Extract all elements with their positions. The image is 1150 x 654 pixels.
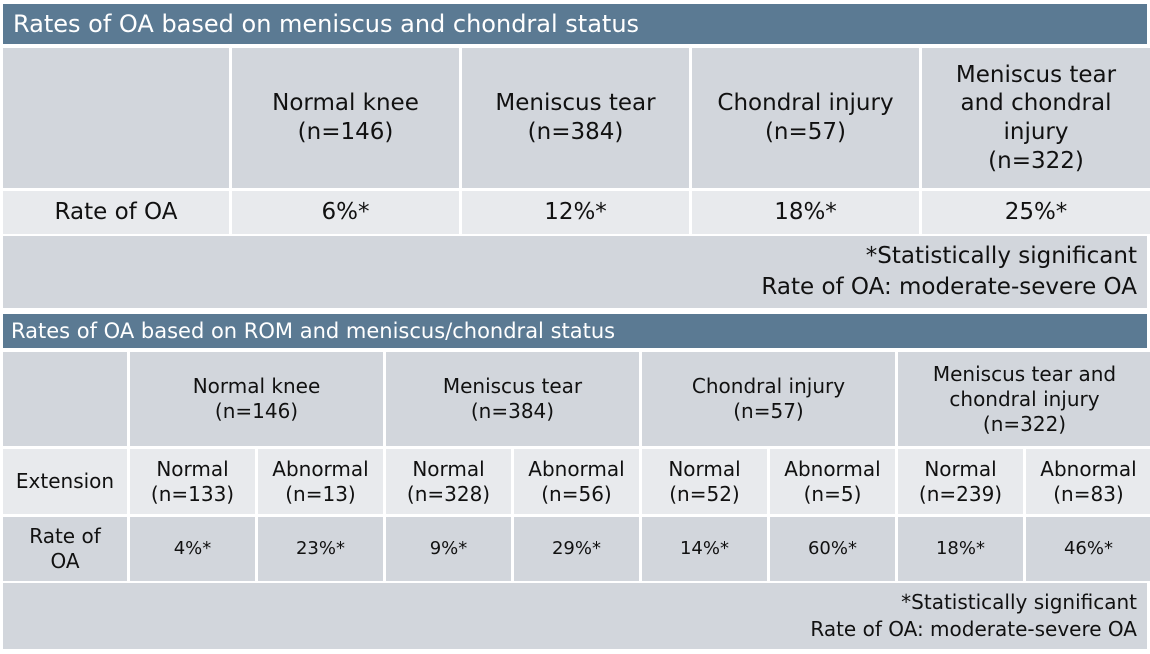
group-label: Chondral injury (691, 374, 846, 398)
sub-n: (n=56) (541, 481, 612, 506)
sub-n: (n=52) (669, 481, 740, 506)
table2-group-meniscus-tear: Meniscus tear (n=384) (386, 352, 639, 446)
sub-label: Normal (156, 456, 229, 481)
group-label: Normal knee (192, 374, 321, 398)
table1-header-normal-knee: Normal knee (n=146) (232, 48, 459, 188)
table2-value: 29%* (514, 517, 639, 581)
footnote-significance: *Statistically significant (901, 590, 1137, 614)
sub-n: (n=5) (803, 481, 862, 506)
group-n: (n=384) (470, 399, 555, 423)
table2-title: Rates of OA based on ROM and meniscus/ch… (3, 314, 1147, 350)
sub-label: Normal (924, 456, 997, 481)
group-label: Meniscus tear (442, 374, 583, 398)
group-n: (n=322) (982, 411, 1067, 436)
group-label: Meniscus tear and chondral injury (932, 361, 1117, 411)
table2-rate-label: Rate of OA (3, 517, 127, 581)
sub-label: Abnormal (272, 456, 369, 481)
table1-footnotes: *Statistically significant Rate of OA: m… (3, 236, 1147, 308)
footnote-definition: Rate of OA: moderate-severe OA (810, 617, 1137, 641)
table2-sub-normal: Normal (n=52) (642, 449, 767, 514)
table2-extension-label: Extension (3, 449, 127, 514)
table1-value-meniscus-tear: 12%* (462, 191, 689, 234)
table2-sub-abnormal: Abnormal (n=5) (770, 449, 895, 514)
table2-sub-abnormal: Abnormal (n=83) (1026, 449, 1150, 514)
table2: Normal knee (n=146) Meniscus tear (n=384) … (3, 352, 1150, 581)
table2-corner-cell (3, 352, 127, 446)
sub-n: (n=239) (918, 481, 1003, 506)
table2-sub-abnormal: Abnormal (n=56) (514, 449, 639, 514)
sub-label: Abnormal (1040, 456, 1137, 481)
table2-value: 9%* (386, 517, 511, 581)
table1-header-meniscus-tear: Meniscus tear (n=384) (462, 48, 689, 188)
sub-label: Abnormal (784, 456, 881, 481)
table1-value-normal-knee: 6%* (232, 191, 459, 234)
column-n: (n=57) (764, 119, 847, 145)
group-n: (n=57) (733, 399, 804, 423)
table2-value: 4%* (130, 517, 255, 581)
table1-row-label: Rate of OA (3, 191, 229, 234)
footnote-significance: *Statistically significant (865, 243, 1137, 269)
column-n: (n=146) (297, 119, 394, 145)
table1-corner-cell (3, 48, 229, 188)
table1-header-chondral-injury: Chondral injury (n=57) (692, 48, 919, 188)
group-n: (n=146) (214, 399, 299, 423)
table2-value: 23%* (258, 517, 383, 581)
table1-value-meniscus-chondral: 25%* (922, 191, 1150, 234)
table2-value: 46%* (1026, 517, 1150, 581)
column-label: Meniscus tear (495, 90, 656, 117)
column-label: Chondral injury (717, 90, 894, 117)
column-n: (n=322) (988, 147, 1084, 174)
table2-sub-normal: Normal (n=133) (130, 449, 255, 514)
table2-value: 14%* (642, 517, 767, 581)
column-label: Normal knee (272, 90, 419, 117)
sub-label: Normal (412, 456, 485, 481)
table1-header-meniscus-chondral: Meniscus tear and chondral injury (n=322) (922, 48, 1150, 188)
table1-value-chondral-injury: 18%* (692, 191, 919, 234)
table2-group-chondral-injury: Chondral injury (n=57) (642, 352, 895, 446)
table2-value: 60%* (770, 517, 895, 581)
sub-n: (n=133) (150, 481, 235, 506)
table1-title: Rates of OA based on meniscus and chondr… (3, 4, 1147, 46)
sub-n: (n=328) (406, 481, 491, 506)
table2-sub-normal: Normal (n=328) (386, 449, 511, 514)
column-n: (n=384) (527, 119, 624, 145)
footnote-definition: Rate of OA: moderate-severe OA (761, 274, 1137, 300)
table2-sub-abnormal: Abnormal (n=13) (258, 449, 383, 514)
column-label: Meniscus tear and chondral injury (955, 61, 1117, 146)
table2-value: 18%* (898, 517, 1023, 581)
table2-group-normal-knee: Normal knee (n=146) (130, 352, 383, 446)
rate-label-text: Rate of OA (29, 524, 101, 573)
table1: Normal knee (n=146) Meniscus tear (n=384) … (3, 48, 1150, 234)
table2-group-meniscus-chondral: Meniscus tear and chondral injury (n=322) (898, 352, 1150, 446)
table2-footnotes: *Statistically significant Rate of OA: m… (3, 583, 1147, 649)
sub-label: Normal (668, 456, 741, 481)
sub-label: Abnormal (528, 456, 625, 481)
sub-n: (n=83) (1053, 481, 1124, 506)
sub-n: (n=13) (285, 481, 356, 506)
table2-sub-normal: Normal (n=239) (898, 449, 1023, 514)
